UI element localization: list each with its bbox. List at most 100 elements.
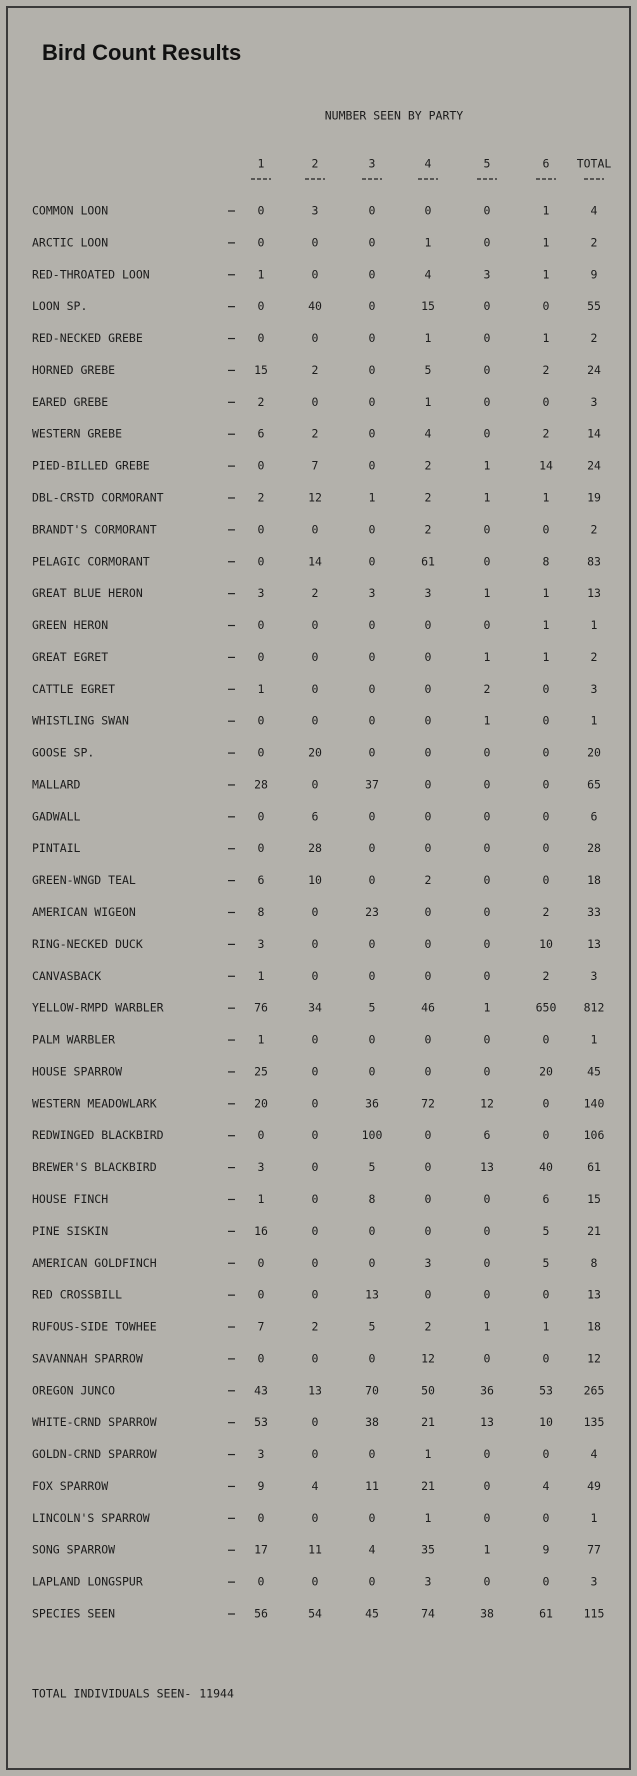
count-cell: 0 <box>369 363 376 377</box>
count-cell: 2 <box>258 395 265 409</box>
species-name: LAPLAND LONGSPUR <box>32 1575 143 1589</box>
species-name: DBL-CRSTD CORMORANT <box>32 490 164 504</box>
total-cell: 21 <box>587 1224 601 1238</box>
total-cell: 1 <box>591 1511 598 1525</box>
count-cell: 0 <box>312 331 319 345</box>
count-cell: 0 <box>369 459 376 473</box>
count-cell: 6 <box>258 427 265 441</box>
count-cell: 38 <box>480 1607 494 1621</box>
count-cell: 12 <box>421 1351 435 1365</box>
count-cell: 9 <box>258 1479 265 1493</box>
count-cell: 1 <box>543 586 550 600</box>
count-cell: 0 <box>484 1479 491 1493</box>
count-cell: 13 <box>365 1288 379 1302</box>
count-cell: 0 <box>312 1256 319 1270</box>
count-cell: 0 <box>484 1064 491 1078</box>
count-cell: 4 <box>312 1479 319 1493</box>
species-name: GREEN-WNGD TEAL <box>32 873 136 887</box>
count-cell: 54 <box>308 1607 322 1621</box>
count-cell: 0 <box>312 1192 319 1206</box>
count-cell: 28 <box>254 777 268 791</box>
count-cell: 0 <box>484 204 491 218</box>
count-cell: 0 <box>543 841 550 855</box>
species-name: HOUSE FINCH <box>32 1192 108 1206</box>
count-cell: 11 <box>365 1479 379 1493</box>
count-cell: 12 <box>308 490 322 504</box>
count-cell: 0 <box>369 746 376 760</box>
count-cell: 7 <box>258 1320 265 1334</box>
count-cell: 0 <box>258 1256 265 1270</box>
count-cell: 0 <box>369 1447 376 1461</box>
total-cell: 24 <box>587 459 601 473</box>
species-name: GOOSE SP. <box>32 746 94 760</box>
total-cell: 33 <box>587 905 601 919</box>
count-cell: 3 <box>425 1575 432 1589</box>
total-cell: 140 <box>584 1096 605 1110</box>
count-cell: 15 <box>421 299 435 313</box>
count-cell: 0 <box>258 331 265 345</box>
count-cell: 3 <box>258 1160 265 1174</box>
count-cell: 0 <box>312 267 319 281</box>
count-cell: 1 <box>543 331 550 345</box>
count-cell: 38 <box>365 1415 379 1429</box>
count-cell: 28 <box>308 841 322 855</box>
column-header: 2 <box>312 157 319 171</box>
count-cell: 0 <box>369 1256 376 1270</box>
count-cell: 10 <box>539 1415 553 1429</box>
count-cell: 0 <box>484 1575 491 1589</box>
count-cell: 0 <box>369 554 376 568</box>
count-cell: 0 <box>369 969 376 983</box>
total-cell: 135 <box>584 1415 605 1429</box>
total-cell: 9 <box>591 267 598 281</box>
count-cell: 0 <box>312 1351 319 1365</box>
count-cell: 0 <box>543 714 550 728</box>
count-cell: 0 <box>312 1033 319 1047</box>
species-name: RED-NECKED GREBE <box>32 331 143 345</box>
count-cell: 0 <box>425 682 432 696</box>
count-cell: 2 <box>425 459 432 473</box>
count-cell: 3 <box>369 586 376 600</box>
count-cell: 8 <box>369 1192 376 1206</box>
count-cell: 0 <box>425 650 432 664</box>
column-header: 1 <box>258 157 265 171</box>
count-cell: 0 <box>425 905 432 919</box>
species-name: WESTERN MEADOWLARK <box>32 1096 157 1110</box>
count-cell: 13 <box>480 1160 494 1174</box>
count-cell: 0 <box>484 905 491 919</box>
total-cell: 4 <box>591 204 598 218</box>
count-cell: 0 <box>369 714 376 728</box>
count-cell: 1 <box>484 650 491 664</box>
count-cell: 0 <box>369 522 376 536</box>
count-cell: 0 <box>484 554 491 568</box>
count-cell: 76 <box>254 1001 268 1015</box>
count-cell: 0 <box>258 235 265 249</box>
count-cell: 0 <box>258 618 265 632</box>
count-cell: 0 <box>258 1351 265 1365</box>
count-cell: 13 <box>480 1415 494 1429</box>
count-cell: 2 <box>425 1320 432 1334</box>
count-cell: 2 <box>258 490 265 504</box>
count-cell: 2 <box>425 873 432 887</box>
species-name: REDWINGED BLACKBIRD <box>32 1128 164 1142</box>
count-cell: 2 <box>484 682 491 696</box>
count-cell: 0 <box>312 1415 319 1429</box>
count-cell: 23 <box>365 905 379 919</box>
species-name: PINE SISKIN <box>32 1224 108 1238</box>
count-cell: 0 <box>484 1351 491 1365</box>
count-cell: 1 <box>543 1320 550 1334</box>
count-cell: 0 <box>312 969 319 983</box>
species-name: PELAGIC CORMORANT <box>32 554 150 568</box>
total-cell: 13 <box>587 586 601 600</box>
count-cell: 1 <box>258 682 265 696</box>
column-header: 4 <box>425 157 432 171</box>
count-cell: 14 <box>539 459 553 473</box>
count-cell: 37 <box>365 777 379 791</box>
species-name: CATTLE EGRET <box>32 682 115 696</box>
count-cell: 0 <box>312 395 319 409</box>
count-cell: 0 <box>258 714 265 728</box>
count-cell: 11 <box>308 1543 322 1557</box>
count-cell: 0 <box>425 969 432 983</box>
count-cell: 2 <box>425 522 432 536</box>
count-cell: 0 <box>258 841 265 855</box>
